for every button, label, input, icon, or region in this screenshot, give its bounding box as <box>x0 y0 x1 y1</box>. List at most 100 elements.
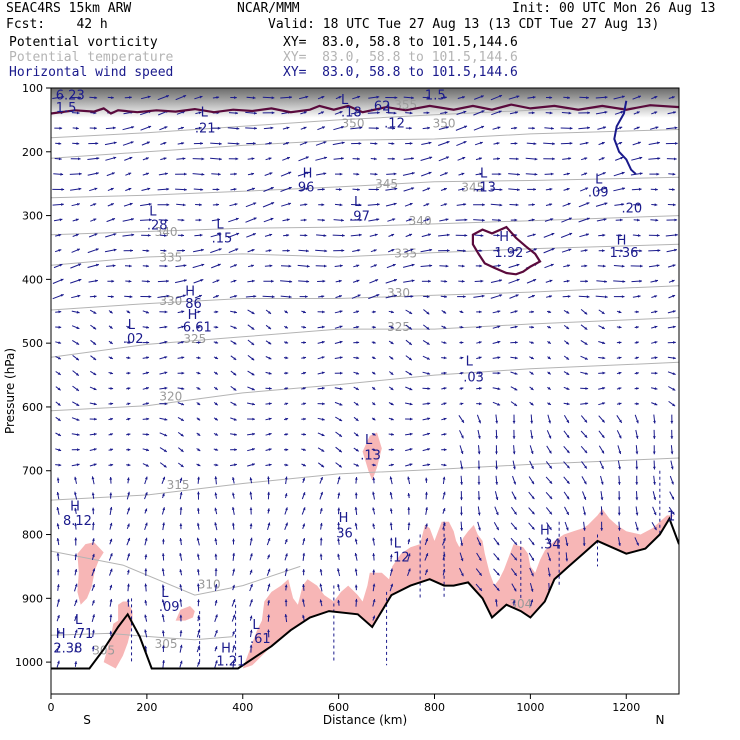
wind-vector <box>422 448 431 452</box>
wind-arrowhead <box>232 631 235 634</box>
wind-arrowhead <box>376 188 379 191</box>
wind-arrowhead <box>180 418 184 421</box>
wind-arrowhead <box>304 141 308 145</box>
wind-arrowhead <box>652 436 656 439</box>
wind-vector <box>301 325 307 329</box>
wind-arrowhead <box>356 264 360 268</box>
wind-arrowhead <box>533 142 537 146</box>
wind-vector <box>459 567 464 577</box>
wind-vector <box>284 538 288 545</box>
wind-vector <box>635 491 639 501</box>
wind-arrowhead <box>267 614 271 618</box>
wind-arrowhead <box>144 614 147 618</box>
wind-vector <box>420 248 433 253</box>
wind-arrowhead <box>389 476 393 480</box>
wind-vector <box>71 203 81 207</box>
wind-vector <box>247 386 255 391</box>
wind-arrowhead <box>78 157 81 161</box>
wind-vector <box>388 325 394 329</box>
wind-vector <box>389 568 393 576</box>
wind-arrowhead <box>93 218 97 222</box>
wind-arrowhead <box>478 325 482 329</box>
wind-arrowhead <box>358 233 362 237</box>
wind-vector <box>407 568 411 576</box>
wind-arrowhead <box>654 371 658 375</box>
wind-vector <box>547 402 552 406</box>
wind-vector <box>530 599 534 607</box>
wind-arrowhead <box>319 569 323 572</box>
wind-vector <box>160 249 167 253</box>
wind-vector <box>670 445 674 455</box>
wind-arrowhead <box>113 141 117 145</box>
wind-arrowhead <box>566 172 570 176</box>
wind-arrowhead <box>547 371 551 375</box>
wind-arrowhead <box>339 310 343 313</box>
wind-arrowhead <box>251 342 255 345</box>
wind-arrowhead <box>551 248 555 251</box>
wind-vector <box>512 429 516 439</box>
wind-arrowhead <box>75 218 79 222</box>
wind-arrowhead <box>127 417 131 421</box>
wind-vector <box>109 614 113 622</box>
wind-vector <box>407 522 411 531</box>
wind-vector <box>161 553 165 561</box>
wind-arrowhead <box>180 449 184 452</box>
wind-vector <box>476 414 481 424</box>
wind-vector <box>284 433 289 436</box>
wind-arrowhead <box>444 111 448 115</box>
wind-vector <box>648 264 660 268</box>
wind-arrowhead <box>197 417 201 421</box>
wind-vector <box>405 233 413 238</box>
wind-vector <box>317 417 325 421</box>
wind-vector <box>650 218 659 222</box>
wind-arrowhead <box>338 464 342 468</box>
wind-vector <box>388 402 394 406</box>
wind-arrowhead <box>617 528 621 531</box>
wind-arrowhead <box>127 325 131 329</box>
wind-vector <box>195 218 202 222</box>
wind-vector <box>196 341 201 344</box>
wind-vector <box>407 476 411 485</box>
wind-vector <box>563 187 570 191</box>
wind-arrowhead <box>583 512 586 516</box>
wind-arrowhead <box>442 553 446 557</box>
wind-vector <box>598 309 605 315</box>
wind-vector <box>55 325 62 329</box>
wind-arrowhead <box>145 310 149 314</box>
wind-vector <box>334 387 343 391</box>
wind-vector <box>210 248 222 254</box>
wind-vector <box>494 506 499 516</box>
wind-vector <box>580 279 588 283</box>
wind-vector <box>459 387 464 390</box>
wind-vector <box>283 142 290 145</box>
wind-arrowhead <box>198 294 202 298</box>
wind-arrowhead <box>497 340 501 344</box>
wind-arrowhead <box>323 172 327 176</box>
wind-arrowhead <box>323 234 327 237</box>
wind-vector <box>439 264 449 268</box>
wind-arrowhead <box>637 234 641 237</box>
wind-arrowhead <box>460 387 464 390</box>
wind-vector <box>354 522 358 530</box>
wind-arrowhead <box>461 187 465 191</box>
wind-arrowhead <box>481 125 484 129</box>
wind-arrowhead <box>354 492 358 496</box>
wind-arrowhead <box>499 95 502 98</box>
wind-vector <box>459 310 464 314</box>
wind-arrowhead <box>337 492 341 496</box>
wind-arrowhead <box>672 188 675 191</box>
wind-arrowhead <box>443 341 447 344</box>
wind-arrowhead <box>477 512 481 516</box>
wind-arrowhead <box>179 630 183 633</box>
wind-vector <box>665 142 678 145</box>
wind-arrowhead <box>284 539 288 542</box>
wind-arrowhead <box>638 187 642 191</box>
wind-vector <box>529 356 535 360</box>
wind-arrowhead <box>127 507 130 511</box>
wind-vector <box>405 417 413 421</box>
wind-arrowhead <box>499 279 502 282</box>
wind-arrowhead <box>146 141 150 145</box>
wind-vector <box>194 233 203 237</box>
wind-arrowhead <box>427 402 431 406</box>
wind-arrowhead <box>463 249 466 253</box>
